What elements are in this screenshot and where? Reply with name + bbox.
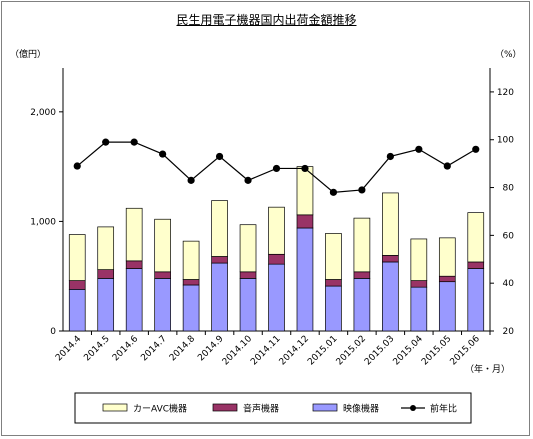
legend-swatch xyxy=(312,403,338,412)
bar-segment xyxy=(239,278,257,332)
bar-segment xyxy=(353,217,371,273)
x-tick-label: 2014.8 xyxy=(168,334,198,364)
x-tick-label: 2015.02 xyxy=(335,334,368,367)
bar-segment xyxy=(68,280,86,290)
bar-segment xyxy=(410,280,428,288)
legend-label: カーAVC機器 xyxy=(133,403,187,415)
line-point xyxy=(415,145,423,153)
y-right-tick-label: 80 xyxy=(503,184,515,194)
x-tick-label: 2014.4 xyxy=(54,334,84,364)
legend-swatch xyxy=(102,403,128,412)
bar-segment xyxy=(97,226,115,270)
chart-title: 民生用電子機器国内出荷金額推移 xyxy=(176,13,357,27)
bar-segment xyxy=(97,269,115,279)
line-point xyxy=(187,176,195,184)
line-point xyxy=(244,176,252,184)
y-left-tick-label: 1,000 xyxy=(30,217,56,227)
legend-label: 映像機器 xyxy=(343,403,379,415)
y-left-tick-label: 0 xyxy=(50,327,56,337)
y-right-tick-label: 100 xyxy=(497,136,514,146)
line-point xyxy=(73,162,81,170)
bar-segment xyxy=(97,278,115,332)
bar-segment xyxy=(296,227,314,332)
legend-label: 前年比 xyxy=(430,403,457,415)
bar-segment xyxy=(211,262,228,332)
legend-marker xyxy=(410,405,416,411)
x-tick-label: 2014.7 xyxy=(139,334,168,363)
x-tick-label: 2014.12 xyxy=(278,334,311,367)
y-right-tick-label: 40 xyxy=(503,279,515,289)
bar-segment xyxy=(382,192,399,256)
bar-segment xyxy=(154,218,171,273)
x-tick-label: 2015.06 xyxy=(448,334,482,368)
bar-segment xyxy=(182,240,200,280)
bar-segment xyxy=(353,278,371,332)
bar-segment xyxy=(154,271,171,279)
x-tick-label: 2014.10 xyxy=(221,334,255,368)
bar-segment xyxy=(68,289,86,332)
bar-segment xyxy=(239,271,257,279)
line-point xyxy=(102,138,110,146)
bar-segment xyxy=(125,207,143,262)
x-tick-label: 2014.11 xyxy=(249,334,282,367)
bar-segment xyxy=(211,256,228,264)
line-point xyxy=(443,162,451,170)
line-point xyxy=(329,188,338,196)
bar-segment xyxy=(467,268,485,332)
y-right-tick-label: 20 xyxy=(503,327,515,337)
bar-segment xyxy=(438,237,456,277)
bar-segment xyxy=(182,284,200,332)
legend-swatch xyxy=(212,403,238,412)
bar-segment xyxy=(268,263,285,332)
bar-segment xyxy=(268,206,285,255)
bar-segment xyxy=(68,234,86,281)
bar-segment xyxy=(382,261,399,332)
bar-segment xyxy=(268,253,285,265)
y-left-tick-label: 2,000 xyxy=(30,108,56,118)
bar-segment xyxy=(467,212,485,263)
bar-segment xyxy=(438,275,456,283)
x-tick-label: 2015.04 xyxy=(392,334,426,368)
bar-segment xyxy=(211,200,228,257)
bar-segment xyxy=(410,238,428,281)
bar-segment xyxy=(239,224,257,273)
x-unit-label: （年・月） xyxy=(465,363,510,375)
bar-segment xyxy=(125,260,143,269)
y-left-axis-label: （億円） xyxy=(10,48,46,60)
line-point xyxy=(301,164,309,173)
legend-label: 音声機器 xyxy=(243,403,279,415)
bar-segment xyxy=(154,278,171,332)
line-point xyxy=(386,152,394,161)
line-point xyxy=(358,186,366,194)
line-point xyxy=(130,138,138,146)
line-point xyxy=(272,164,281,173)
bar-segment xyxy=(325,233,342,280)
y-right-axis-label: （%） xyxy=(495,49,522,60)
y-right-tick-label: 120 xyxy=(497,88,514,98)
bar-segment xyxy=(467,261,485,269)
x-tick-label: 2015.05 xyxy=(420,334,453,367)
x-tick-label: 2015.03 xyxy=(363,334,396,367)
bar-segment xyxy=(382,255,399,263)
x-tick-label: 2014.6 xyxy=(111,334,141,364)
bar-segment xyxy=(353,271,371,279)
bar-segment xyxy=(438,281,456,332)
bar-segment xyxy=(296,214,314,229)
x-tick-label: 2015.01 xyxy=(306,334,339,367)
bar-segment xyxy=(125,268,143,332)
x-tick-label: 2014.5 xyxy=(82,334,111,363)
line-point xyxy=(215,152,224,161)
line-point xyxy=(159,150,167,158)
bar-segment xyxy=(182,279,200,286)
bar-segment xyxy=(325,279,342,287)
bar-segment xyxy=(325,285,342,332)
y-right-tick-label: 60 xyxy=(503,231,515,241)
bar-segment xyxy=(410,286,428,332)
line-point xyxy=(472,145,480,153)
